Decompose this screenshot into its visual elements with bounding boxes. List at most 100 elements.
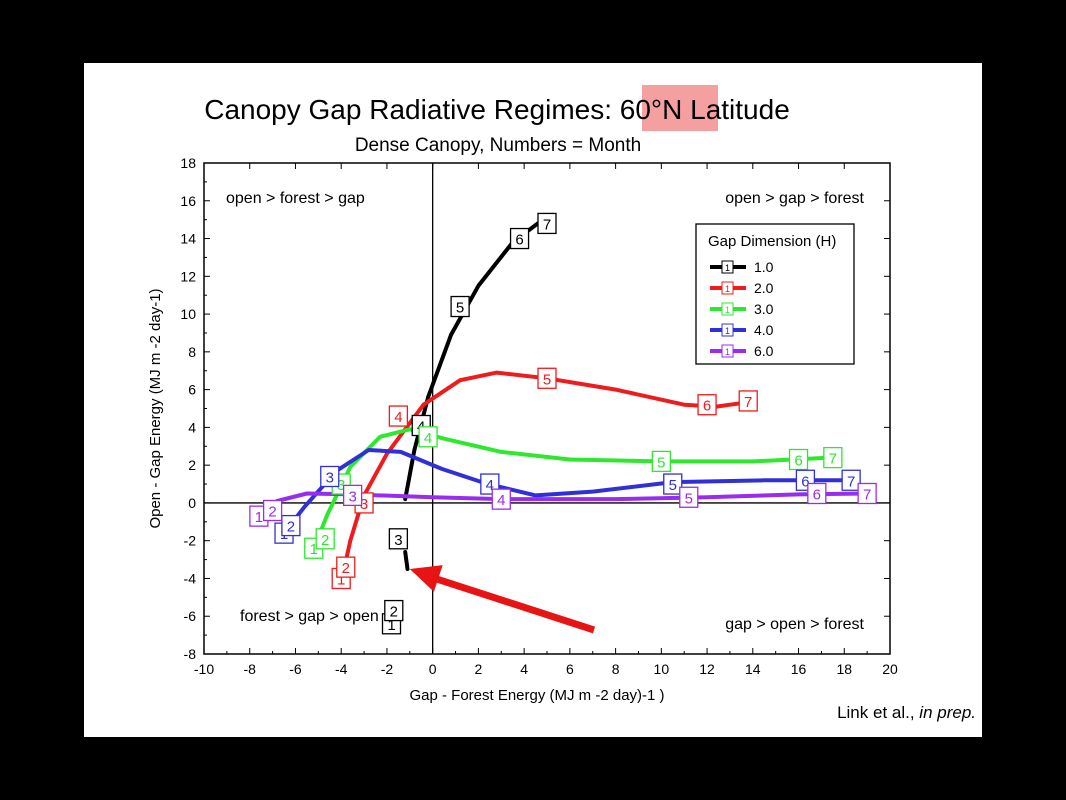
month-label: 5 [456,300,464,317]
month-label: 2 [321,532,329,549]
month-label: 4 [424,430,432,447]
month-label: 3 [326,469,334,486]
legend-marker-text: 1 [725,263,730,273]
month-marker-box [384,599,404,622]
legend-marker [721,344,734,358]
month-label: 7 [744,394,752,411]
y-tick-label: 14 [180,231,196,247]
legend-marker-text: 1 [725,284,730,294]
month-marker-box [450,295,470,318]
title-part-1: Canopy Gap Radiative Regimes: [204,94,620,125]
month-marker-box [537,367,557,389]
y-tick-label: 12 [180,268,196,284]
legend-title: Gap Dimension (H) [708,233,836,250]
y-tick-label: -8 [184,646,197,662]
month-label: 1 [387,617,395,634]
month-label: 2 [390,604,398,621]
month-marker-box [841,469,861,491]
legend-entry-label: 1.0 [754,259,774,275]
legend-marker [721,260,734,274]
y-tick-label: -2 [184,533,197,549]
x-tick-label: 0 [429,661,437,677]
month-label: 2 [342,560,350,577]
month-label: 1 [255,509,263,526]
month-marker-box [320,465,340,488]
month-label: 3 [360,496,368,513]
quadrant-label-bottom-right: gap > open > forest [725,616,864,633]
month-label: 4 [486,477,494,494]
month-marker-box [823,446,843,469]
month-label: 5 [657,454,665,471]
y-tick-label: 18 [180,155,196,171]
quadrant-label-top-left: open > forest > gap [226,190,365,207]
series-line-6.0 [256,491,870,519]
legend-marker-text: 1 [725,347,730,357]
month-marker-box [788,448,809,471]
month-marker-box [388,405,409,427]
month-marker-box [537,212,557,235]
x-tick-label: -6 [289,661,302,677]
month-label: 6 [813,486,821,503]
month-label: 7 [863,486,871,503]
x-tick-label: 2 [475,661,483,677]
month-marker-box [388,528,409,550]
month-marker-box [262,499,283,522]
credit-italic: in prep. [919,703,976,722]
month-label: 6 [703,398,711,415]
slide: Canopy Gap Radiative Regimes: 60°N Latit… [84,63,982,737]
month-marker-box [679,486,699,508]
quadrant-label-top-right: open > gap > forest [725,190,864,207]
y-axis-label: Open - Gap Energy (MJ m -2 day-1) [147,288,164,528]
month-marker-box [281,514,301,537]
month-marker-box [738,390,758,412]
citation: Link et al., in prep. [837,703,976,723]
month-marker-box [336,556,356,578]
month-label: 3 [348,488,356,505]
month-label: 7 [829,451,837,468]
month-label: 5 [669,477,677,494]
chart-title: Canopy Gap Radiative Regimes: 60°N Latit… [204,94,790,125]
month-label: 3 [337,477,345,494]
series-line-2.0 [339,370,746,585]
legend-marker [721,323,734,337]
legend-entry-label: 2.0 [754,280,774,296]
month-label: 3 [394,532,402,549]
x-tick-label: 8 [612,661,620,677]
month-label: 7 [543,216,551,233]
month-label: 1 [310,541,318,558]
series-line-1.0-b [403,221,540,502]
x-tick-label: 10 [654,661,670,677]
chart: Canopy Gap Radiative Regimes: 60°N Latit… [147,85,898,704]
month-marker-box [651,450,671,473]
legend-marker [721,281,734,295]
x-tick-label: -8 [244,661,257,677]
legend-marker-text: 1 [725,326,730,336]
x-tick-label: -4 [335,661,348,677]
month-label: 6 [515,232,523,249]
month-marker-box [315,528,335,550]
month-label: 2 [268,503,276,520]
x-tick-label: 14 [745,661,761,677]
y-tick-label: -4 [184,570,197,586]
y-tick-label: 10 [180,306,196,322]
legend-marker-text: 1 [725,305,730,315]
y-tick-label: 16 [180,193,196,209]
x-tick-label: -2 [381,661,394,677]
legend-entry-label: 4.0 [754,322,774,338]
y-tick-label: 2 [188,457,196,473]
month-label: 5 [685,490,693,507]
month-label: 7 [847,473,855,490]
month-label: 2 [287,519,295,536]
month-marker-box [491,488,511,510]
month-marker-box [663,473,683,495]
x-tick-label: 4 [520,661,528,677]
month-label: 6 [801,473,809,490]
y-tick-label: 8 [188,344,196,360]
quadrant-label-bottom-left: forest > gap > open [240,608,379,625]
month-label: 5 [543,371,551,388]
month-marker-box [342,484,363,507]
credit-text: Link et al., [837,703,920,722]
y-tick-label: 4 [188,419,196,435]
legend-entry-label: 6.0 [754,343,774,359]
x-tick-label: 16 [791,661,807,677]
